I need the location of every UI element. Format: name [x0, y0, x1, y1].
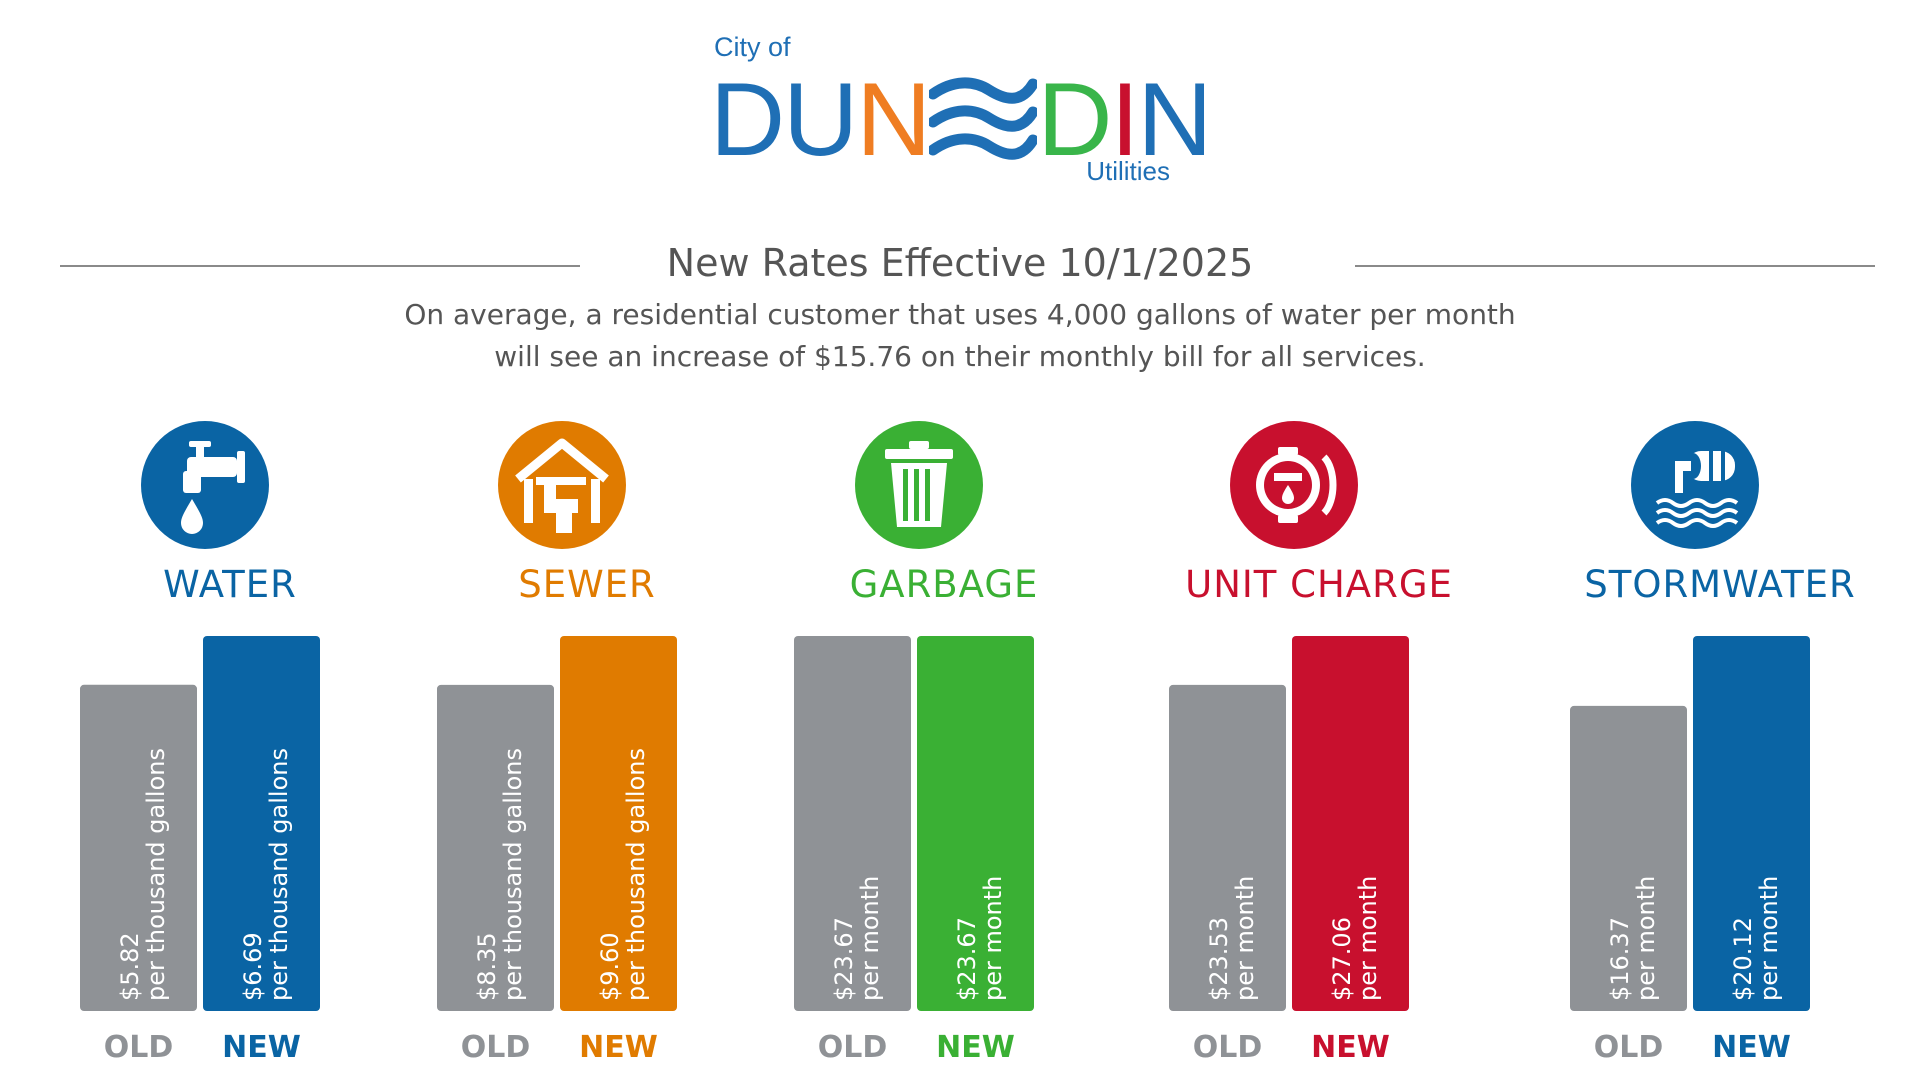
subtitle-line-1: On average, a residential customer that … — [404, 298, 1516, 331]
bar-unit-label: per month — [1632, 876, 1660, 1001]
logo-letter: D — [710, 62, 785, 178]
bar-value-label: $5.82 — [116, 932, 144, 1001]
garbage-chart: $23.67 per month OLD $23.67 per month NEW — [794, 415, 1094, 1075]
new-bar — [1693, 636, 1810, 1011]
unit-charge-title: UNIT CHARGE — [1185, 563, 1453, 606]
bar-value-label: $23.67 — [830, 917, 858, 1001]
bar-unit-label: per month — [856, 876, 884, 1001]
old-category-label: OLD — [104, 1030, 174, 1065]
bar-value-label: $8.35 — [473, 932, 501, 1001]
new-bar — [917, 636, 1034, 1011]
city-logo: City of DUN DIN Utilities — [710, 28, 1212, 188]
new-bar — [1292, 636, 1409, 1011]
bar-value-label: $16.37 — [1606, 917, 1634, 1001]
logo-letter: U — [783, 62, 858, 178]
divider-right — [1355, 265, 1875, 267]
garbage-title: GARBAGE — [849, 563, 1039, 606]
sewer-group: SEWER $8.35 per thousand gallons OLD $9.60 p… — [437, 415, 737, 1075]
logo-letter: D — [1037, 62, 1112, 178]
bar-unit-label: per month — [1755, 876, 1783, 1001]
stormwater-group: STORMWATER $16.37 per month OLD $20.12 per m… — [1570, 415, 1870, 1075]
bar-value-label: $6.69 — [239, 932, 267, 1001]
old-category-label: OLD — [818, 1030, 888, 1065]
old-category-label: OLD — [461, 1030, 531, 1065]
bar-value-label: $9.60 — [596, 932, 624, 1001]
water-chart: $5.82 per thousand gallons OLD $6.69 per tho… — [80, 415, 380, 1075]
old-bar — [794, 636, 911, 1011]
old-bar — [1570, 705, 1687, 1011]
bar-unit-label: per month — [1354, 876, 1382, 1001]
stormwater-title: STORMWATER — [1584, 563, 1856, 606]
subtitle-line-2: will see an increase of $15.76 on their … — [494, 340, 1426, 373]
new-category-label: NEW — [579, 1030, 658, 1065]
new-category-label: NEW — [1311, 1030, 1390, 1065]
logo-wordmark: DUN DIN — [710, 62, 1212, 178]
storm-drain-icon — [1631, 421, 1759, 549]
logo-letter: I — [1110, 62, 1139, 178]
old-category-label: OLD — [1193, 1030, 1263, 1065]
bar-unit-label: per month — [1231, 876, 1259, 1001]
new-bar — [203, 636, 320, 1011]
garbage-group: GARBAGE $23.67 per month OLD $23.67 per mont… — [794, 415, 1094, 1075]
bar-unit-label: per thousand gallons — [499, 748, 527, 1001]
new-category-label: NEW — [936, 1030, 1015, 1065]
logo-letter: N — [856, 62, 931, 178]
bar-unit-label: per thousand gallons — [265, 748, 293, 1001]
unit-charge-chart: $23.53 per month OLD $27.06 per month NEW — [1169, 415, 1469, 1075]
bar-value-label: $23.53 — [1205, 917, 1233, 1001]
logo-city-of: City of — [714, 32, 791, 62]
sewer-title: SEWER — [518, 563, 656, 606]
trash-can-icon — [855, 421, 983, 549]
faucet-icon — [141, 421, 269, 549]
divider-left — [60, 265, 580, 267]
new-bar — [560, 636, 677, 1011]
page-title: New Rates Effective 10/1/2025 — [666, 241, 1254, 285]
water-meter-icon — [1230, 421, 1358, 549]
water-group: WATER $5.82 per thousand gallons OLD $6.69 p… — [80, 415, 380, 1075]
sewer-pipe-icon — [498, 421, 626, 549]
old-bar — [80, 684, 197, 1011]
new-category-label: NEW — [222, 1030, 301, 1065]
bar-value-label: $23.67 — [953, 917, 981, 1001]
bar-unit-label: per month — [979, 876, 1007, 1001]
old-category-label: OLD — [1594, 1030, 1664, 1065]
bar-value-label: $27.06 — [1328, 917, 1356, 1001]
old-bar — [1169, 684, 1286, 1011]
sewer-chart: $8.35 per thousand gallons OLD $9.60 per tho… — [437, 415, 737, 1075]
bar-unit-label: per thousand gallons — [142, 748, 170, 1001]
logo-letter: N — [1137, 62, 1212, 178]
bar-value-label: $20.12 — [1729, 917, 1757, 1001]
stormwater-chart: $16.37 per month OLD $20.12 per month NEW — [1570, 415, 1870, 1075]
unit-charge-group: UNIT CHARGE $23.53 per month OLD $27.06 per … — [1169, 415, 1469, 1075]
new-category-label: NEW — [1712, 1030, 1791, 1065]
page-subtitle: On average, a residential customer that … — [260, 294, 1660, 378]
bar-unit-label: per thousand gallons — [622, 748, 650, 1001]
logo-utilities: Utilities — [1086, 156, 1170, 186]
wave-e-icon — [929, 77, 1038, 160]
old-bar — [437, 684, 554, 1011]
water-title: WATER — [163, 563, 297, 606]
